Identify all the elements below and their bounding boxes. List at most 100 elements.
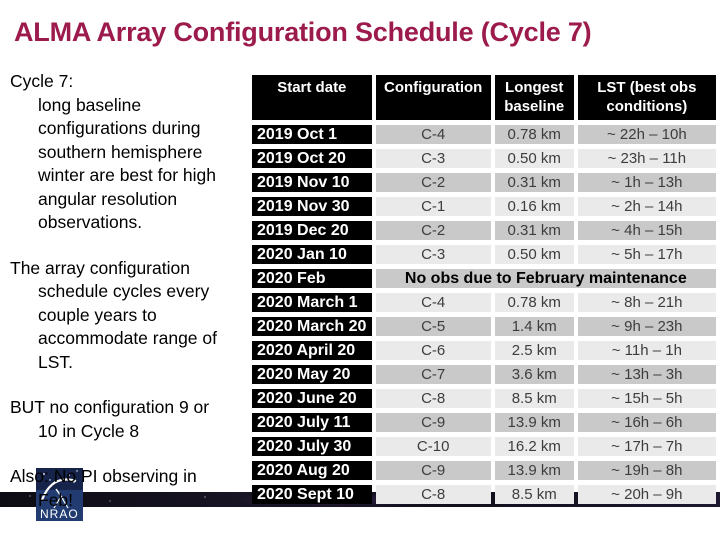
start-date-cell: 2020 Sept 10 (252, 485, 372, 504)
text-line: angular resolution (38, 188, 178, 209)
start-date-cell: 2020 June 20 (252, 389, 372, 408)
longest-baseline-cell: 8.5 km (494, 485, 574, 504)
text-line: BUT no configuration 9 or (10, 397, 210, 417)
table-row: 2020 Jan 10 C-3 0.50 km ~ 5h – 17h (252, 245, 716, 264)
table-row: 2020 Aug 20 C-9 13.9 km ~ 19h – 8h (252, 461, 716, 480)
table-row: 2020 May 20 C-7 3.6 km ~ 13h – 3h (252, 365, 716, 384)
start-date-cell: 2020 Aug 20 (252, 461, 372, 480)
configuration-cell: C-1 (375, 197, 491, 216)
longest-baseline-cell: 0.31 km (494, 173, 574, 192)
table-row: 2019 Dec 20 C-2 0.31 km ~ 4h – 15h (252, 221, 716, 240)
table-row: 2020 Sept 10 C-8 8.5 km ~ 20h – 9h (252, 485, 716, 504)
text-line: schedule cycles every (38, 281, 210, 301)
lst-range-cell: ~ 5h – 17h (577, 245, 716, 264)
left-text-column: Cycle 7: long baseline configurations duri… (10, 70, 258, 534)
text-line: winter are best for high (38, 165, 217, 185)
configuration-cell: C-10 (375, 437, 491, 456)
table-header: Start date Configuration Longest baseline L… (252, 75, 716, 120)
text-line: couple years to (38, 304, 157, 325)
configuration-cell: C-4 (375, 293, 491, 312)
text-line: The array configuration (10, 257, 190, 278)
configuration-cell: C-5 (375, 317, 491, 336)
table-row: 2019 Oct 20 C-3 0.50 km ~ 23h – 11h (252, 149, 716, 168)
configuration-cell: C-6 (375, 341, 491, 360)
column-header: LST (best obs conditions) (577, 75, 716, 120)
longest-baseline-cell: 1.4 km (494, 317, 574, 336)
lst-range-cell: ~ 22h – 10h (577, 125, 716, 144)
longest-baseline-cell: 2.5 km (494, 341, 574, 360)
configuration-cell: C-4 (375, 125, 491, 144)
longest-baseline-cell: 0.78 km (494, 125, 574, 144)
longest-baseline-cell: 0.16 km (494, 197, 574, 216)
maintenance-note-cell: No obs due to February maintenance (375, 269, 716, 288)
nrao-logo-text: NRAO (40, 507, 79, 521)
column-header: Longest baseline (494, 75, 574, 120)
nrao-logo: NRAO (36, 468, 83, 521)
column-header: Configuration (375, 75, 491, 120)
paragraph-2: The array configuration schedule cycles e… (10, 257, 258, 375)
paragraph-3: BUT no configuration 9 or 10 in Cycle 8 (10, 396, 258, 443)
longest-baseline-cell: 0.50 km (494, 245, 574, 264)
table-row: 2019 Oct 1 C-4 0.78 km ~ 22h – 10h (252, 125, 716, 144)
lst-range-cell: ~ 2h – 14h (577, 197, 716, 216)
start-date-cell: 2020 March 1 (252, 293, 372, 312)
column-header: Start date (252, 75, 372, 120)
text-line: Cycle 7: (10, 71, 74, 91)
text-line: observations. (38, 212, 143, 232)
start-date-cell: 2020 Feb (252, 269, 372, 288)
lst-range-cell: ~ 9h – 23h (577, 317, 716, 336)
longest-baseline-cell: 8.5 km (494, 389, 574, 408)
lst-range-cell: ~ 23h – 11h (577, 149, 716, 168)
longest-baseline-cell: 16.2 km (494, 437, 574, 456)
text-line: accommodate range of (38, 328, 217, 348)
configuration-cell: C-9 (375, 413, 491, 432)
text-line: Feb! (38, 489, 74, 510)
start-date-cell: 2019 Nov 30 (252, 197, 372, 216)
start-date-cell: 2019 Dec 20 (252, 221, 372, 240)
configuration-cell: C-3 (375, 245, 491, 264)
table-row: 2020 March 1 C-4 0.78 km ~ 8h – 21h (252, 293, 716, 312)
table-row: 2020 July 11 C-9 13.9 km ~ 16h – 6h (252, 413, 716, 432)
lst-range-cell: ~ 4h – 15h (577, 221, 716, 240)
slide-title: ALMA Array Configuration Schedule (Cycle… (14, 17, 592, 47)
config-schedule-table: Start date Configuration Longest baseline L… (248, 70, 720, 509)
table-row: 2020 April 20 C-6 2.5 km ~ 11h – 1h (252, 341, 716, 360)
start-date-cell: 2019 Nov 10 (252, 173, 372, 192)
lst-range-cell: ~ 20h – 9h (577, 485, 716, 504)
longest-baseline-cell: 0.50 km (494, 149, 574, 168)
longest-baseline-cell: 0.78 km (494, 293, 574, 312)
longest-baseline-cell: 13.9 km (494, 461, 574, 480)
paragraph-4: Also: No PI observing in Feb! (10, 465, 258, 512)
text-line: long baseline (38, 94, 142, 115)
configuration-cell: C-2 (375, 221, 491, 240)
text-line: configurations during (38, 118, 201, 138)
start-date-cell: 2020 March 20 (252, 317, 372, 336)
text-line: 10 in Cycle 8 (38, 420, 140, 441)
start-date-cell: 2020 Jan 10 (252, 245, 372, 264)
table-row: 2020 July 30 C-10 16.2 km ~ 17h – 7h (252, 437, 716, 456)
lst-range-cell: ~ 19h – 8h (577, 461, 716, 480)
nrao-telescope-icon: NRAO (36, 468, 83, 521)
longest-baseline-cell: 13.9 km (494, 413, 574, 432)
lst-range-cell: ~ 13h – 3h (577, 365, 716, 384)
start-date-cell: 2020 July 11 (252, 413, 372, 432)
table-row: 2020 June 20 C-8 8.5 km ~ 15h – 5h (252, 389, 716, 408)
text-line: southern hemisphere (38, 141, 203, 162)
text-line: Also: No PI observing in (10, 466, 197, 486)
table-row: 2020 Feb No obs due to February maintenan… (252, 269, 716, 288)
lst-range-cell: ~ 17h – 7h (577, 437, 716, 456)
lst-range-cell: ~ 11h – 1h (577, 341, 716, 360)
configuration-cell: C-9 (375, 461, 491, 480)
longest-baseline-cell: 0.31 km (494, 221, 574, 240)
lst-range-cell: ~ 16h – 6h (577, 413, 716, 432)
table-row: 2019 Nov 30 C-1 0.16 km ~ 2h – 14h (252, 197, 716, 216)
configuration-cell: C-2 (375, 173, 491, 192)
configuration-cell: C-8 (375, 389, 491, 408)
paragraph-1: Cycle 7: long baseline configurations duri… (10, 70, 258, 235)
lst-range-cell: ~ 1h – 13h (577, 173, 716, 192)
lst-range-cell: ~ 15h – 5h (577, 389, 716, 408)
longest-baseline-cell: 3.6 km (494, 365, 574, 384)
start-date-cell: 2020 May 20 (252, 365, 372, 384)
table-row: 2020 March 20 C-5 1.4 km ~ 9h – 23h (252, 317, 716, 336)
